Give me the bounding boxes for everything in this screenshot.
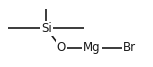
Text: Si: Si xyxy=(41,22,52,35)
Text: Mg: Mg xyxy=(83,41,101,54)
Text: O: O xyxy=(57,41,66,54)
Text: Br: Br xyxy=(123,41,136,54)
